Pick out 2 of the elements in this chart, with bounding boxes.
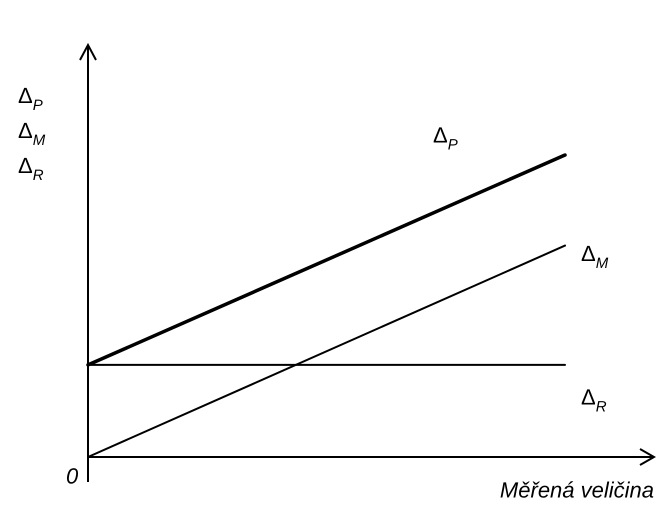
text: 0 — [66, 464, 79, 488]
x-axis-title: Měřená veličina — [500, 478, 654, 502]
